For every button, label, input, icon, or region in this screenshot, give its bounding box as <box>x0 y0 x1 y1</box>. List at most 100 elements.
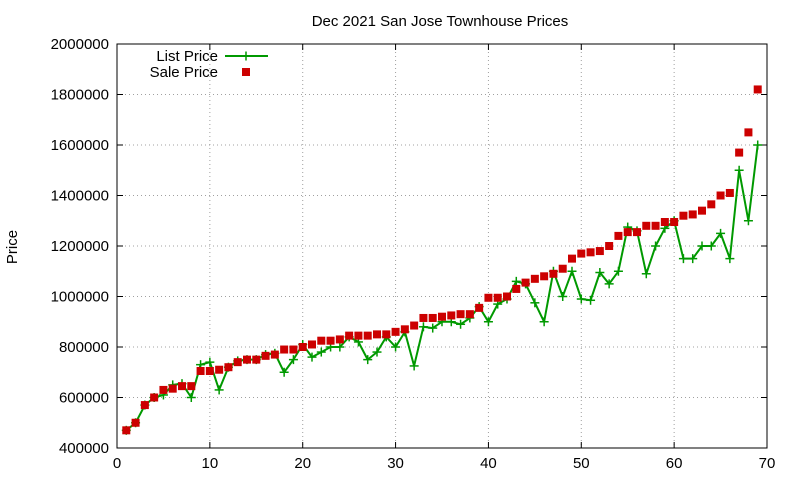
sale-price-point <box>382 330 391 339</box>
x-tick-label: 30 <box>387 455 404 472</box>
list-price-point <box>604 279 614 289</box>
grid-layer <box>117 44 767 448</box>
sale-price-point <box>391 327 400 336</box>
sale-price-point <box>335 335 344 344</box>
legend-label: Sale Price <box>150 64 218 81</box>
sale-price-point <box>512 284 521 293</box>
sale-price-point <box>456 310 465 319</box>
sale-price-point <box>530 274 539 283</box>
list-price-point <box>316 347 326 357</box>
sale-price-point <box>122 426 131 435</box>
sale-price-point <box>270 350 279 359</box>
list-price-point <box>586 295 596 305</box>
sale-price-point <box>289 345 298 354</box>
list-price-point <box>456 319 466 329</box>
y-tick-label: 2000000 <box>51 36 109 53</box>
list-price-point <box>743 216 753 226</box>
sale-price-point <box>345 331 354 340</box>
sale-price-point <box>465 310 474 319</box>
sale-price-point <box>735 148 744 157</box>
sale-price-point <box>447 311 456 320</box>
x-tick-label: 10 <box>202 455 219 472</box>
y-tick-label: 600000 <box>59 390 109 407</box>
list-price-point <box>567 266 577 276</box>
sale-price-point <box>438 312 446 321</box>
sale-price-point <box>178 382 186 391</box>
list-price-point <box>688 254 698 264</box>
sale-price-point <box>725 188 734 197</box>
sale-price-point <box>280 345 289 354</box>
sale-price-point <box>623 228 632 237</box>
legend-label: List Price <box>156 48 218 65</box>
sale-price-point <box>549 269 558 278</box>
sale-price-point <box>521 278 530 287</box>
list-price-point <box>595 268 605 278</box>
list-price-point <box>706 241 716 251</box>
sale-price-point <box>363 331 372 340</box>
list-price-point <box>205 357 215 367</box>
sale-price-point <box>354 331 363 340</box>
sale-price-point <box>568 254 576 263</box>
sale-price-point <box>410 321 419 330</box>
tick-layer: 0 10 20 30 40 50 60 70 400000 600000 800000 1000000… <box>51 36 776 472</box>
sale-price-point <box>187 382 196 391</box>
list-price-point <box>186 393 196 402</box>
list-price-point <box>651 241 661 251</box>
sale-price-point <box>373 330 381 339</box>
list-price-point <box>391 342 401 352</box>
sale-price-point <box>205 366 214 375</box>
list-price-point <box>288 355 298 365</box>
sale-price-point <box>744 128 753 137</box>
sale-price-point <box>150 393 159 402</box>
sale-price-point <box>131 418 140 427</box>
list-price-point <box>307 352 317 362</box>
x-tick-label: 40 <box>480 455 497 472</box>
list-price-line <box>125 144 759 432</box>
sale-price-point <box>651 221 660 230</box>
sale-price-point <box>233 358 242 367</box>
sale-price-point <box>298 343 307 351</box>
plot-frame <box>116 43 768 449</box>
y-tick-label: 1000000 <box>51 289 109 306</box>
y-tick-label: 800000 <box>59 339 109 356</box>
sale-price-point <box>558 264 567 273</box>
y-tick-label: 1600000 <box>51 137 109 154</box>
sale-price-point <box>577 249 586 258</box>
sale-price-point <box>159 385 168 394</box>
list-price-point <box>483 317 493 327</box>
sale-price-point <box>688 210 697 219</box>
list-price-point <box>418 322 428 332</box>
sale-price-point <box>475 303 484 312</box>
x-tick-label: 70 <box>759 455 776 472</box>
sale-price-point <box>140 401 149 410</box>
list-price-point <box>613 266 623 276</box>
x-tick-label: 60 <box>666 455 683 472</box>
sale-price-point <box>642 221 651 230</box>
sale-price-point <box>586 248 595 257</box>
sale-price-point <box>716 191 725 200</box>
list-price-point <box>214 385 224 395</box>
list-price-point <box>530 298 540 308</box>
list-price-point <box>363 355 373 365</box>
sale-price-point <box>679 211 688 220</box>
list-price-point <box>558 292 568 301</box>
y-tick-label: 1400000 <box>51 188 109 205</box>
list-price-point <box>697 241 707 251</box>
list-price-point <box>678 254 688 264</box>
list-price-point <box>511 276 521 286</box>
y-tick-label: 1800000 <box>51 87 109 104</box>
y-tick-label: 1200000 <box>51 238 109 255</box>
list-price-point <box>409 361 419 371</box>
sale-price-point <box>540 272 549 281</box>
sale-price-point <box>326 336 335 345</box>
sale-price-point <box>215 365 224 374</box>
list-price-point <box>279 367 289 377</box>
sale-price-point <box>670 218 679 227</box>
y-axis-label: Price <box>4 230 21 264</box>
legend-plus-marker <box>241 51 251 61</box>
sale-price-point <box>252 355 261 364</box>
list-price-point <box>734 165 744 175</box>
